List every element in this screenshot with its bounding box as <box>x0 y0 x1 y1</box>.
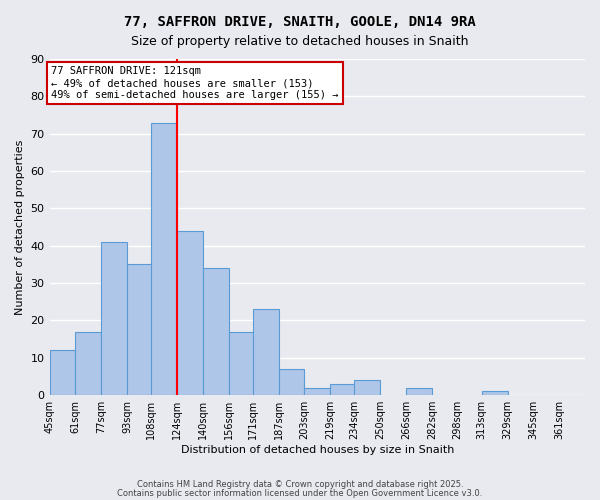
Bar <box>76 332 101 395</box>
Text: Size of property relative to detached houses in Snaith: Size of property relative to detached ho… <box>131 35 469 48</box>
Bar <box>127 264 153 395</box>
Text: Contains HM Land Registry data © Crown copyright and database right 2025.: Contains HM Land Registry data © Crown c… <box>137 480 463 489</box>
Bar <box>229 332 254 395</box>
Text: 77 SAFFRON DRIVE: 121sqm
← 49% of detached houses are smaller (153)
49% of semi-: 77 SAFFRON DRIVE: 121sqm ← 49% of detach… <box>51 66 338 100</box>
Bar <box>278 369 304 395</box>
Bar <box>203 268 229 395</box>
Bar <box>101 242 127 395</box>
Bar <box>304 388 330 395</box>
Bar <box>177 231 203 395</box>
Bar <box>151 122 177 395</box>
Bar <box>50 350 76 395</box>
Y-axis label: Number of detached properties: Number of detached properties <box>15 140 25 315</box>
Bar <box>482 392 508 395</box>
Text: Contains public sector information licensed under the Open Government Licence v3: Contains public sector information licen… <box>118 488 482 498</box>
Bar <box>330 384 356 395</box>
X-axis label: Distribution of detached houses by size in Snaith: Distribution of detached houses by size … <box>181 445 454 455</box>
Bar <box>355 380 380 395</box>
Bar <box>406 388 432 395</box>
Bar <box>253 310 278 395</box>
Text: 77, SAFFRON DRIVE, SNAITH, GOOLE, DN14 9RA: 77, SAFFRON DRIVE, SNAITH, GOOLE, DN14 9… <box>124 15 476 29</box>
